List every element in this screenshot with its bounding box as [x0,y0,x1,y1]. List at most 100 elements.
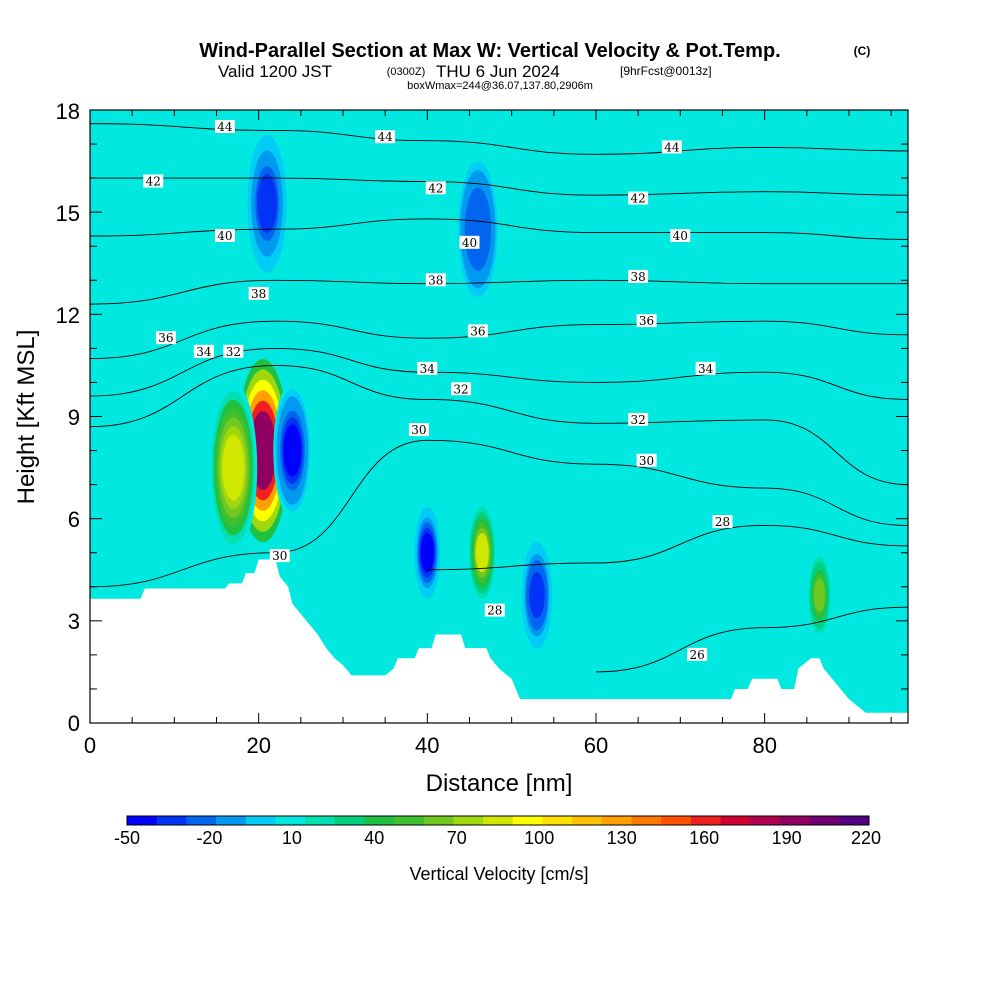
colorbar-swatch [394,816,425,825]
axis-ticks [89,109,908,724]
contour-label-38: 38 [428,273,443,287]
y-tick-18: 18 [56,99,80,124]
contour-label-36: 36 [470,324,485,338]
contour-label-box [408,423,429,437]
colorbar-swatch [156,816,187,825]
colorbar-swatch [423,816,454,825]
colorbar-tick-220: 220 [851,828,881,848]
contour-label-44: 44 [664,140,680,154]
y-tick-0: 0 [68,711,80,736]
colorbar-swatch [275,816,306,825]
colorbar-title: Vertical Velocity [cm/s] [409,864,588,884]
x-tick-80: 80 [752,733,776,758]
contour-labels: 44 44 44 42 42 42 40 40 40 38 38 38 36 36 36 34 34 34 32 32… [143,120,733,662]
theta-contour-40 [90,218,908,240]
valid-zulu: (0300Z) [387,66,426,78]
colorbar-swatch [690,816,722,825]
y-tick-6: 6 [68,507,80,532]
contour-label-28: 28 [487,604,502,618]
colorbar-swatch [245,816,276,825]
colorbar-swatch [661,816,692,825]
contour-label-30: 30 [272,549,287,563]
contour-label-36: 36 [158,331,173,345]
contour-label-box [661,140,682,154]
contour-label-42: 42 [146,175,161,189]
colorbar-frame [126,815,870,826]
contour-label-38: 38 [251,287,266,301]
velocity-cell [529,572,545,619]
contour-label-box [636,453,657,467]
valid-forecast: [9hrFcst@0013z] [620,64,712,78]
y-tick-15: 15 [56,201,80,226]
colorbar-swatch [572,816,603,825]
contour-label-30: 30 [639,454,654,468]
contour-label-42: 42 [428,181,443,195]
contour-label-40: 40 [673,229,688,243]
theta-contour-44 [90,123,908,155]
x-tick-20: 20 [246,733,270,758]
colorbar-swatch [779,816,811,825]
colorbar-swatch [453,816,484,825]
velocity-cell [420,533,434,573]
contour-label-32: 32 [631,413,646,427]
colorbar-swatch [631,816,662,825]
valid-prefix: Valid 1200 JST [218,62,332,81]
contour-label-box [670,229,691,243]
colorbar-swatch [542,816,573,825]
x-axis-title: Distance [nm] [426,770,573,797]
contour-label-44: 44 [378,130,394,144]
contour-label-box [695,361,716,375]
contour-label-38: 38 [631,270,646,284]
contour-label-42: 42 [631,192,646,206]
velocity-cell [283,424,302,477]
colorbar [127,816,870,825]
theta-contour-28 [427,525,908,571]
contour-label-box [193,344,214,358]
colorbar-tick-100: 100 [524,828,554,848]
x-tick-0: 0 [84,733,96,758]
contour-label-box [451,382,472,396]
theta-contour-32 [90,364,908,486]
box-wmax-info: boxWmax=244@36.07,137.80,2906m [407,80,593,92]
contour-label-box [155,331,176,345]
colorbar-tick-m50: -50 [114,828,140,848]
contour-label-34: 34 [420,362,436,376]
contour-label-36: 36 [639,314,654,328]
valid-line: Valid 1200 JST (0300Z) THU 6 Jun 2024 [9… [218,62,712,81]
contour-label-box [425,181,446,195]
colorbar-swatch [839,816,870,825]
contour-label-44: 44 [217,120,233,134]
contour-label-30: 30 [411,423,426,437]
colorbar-swatch [720,816,751,825]
plot-area: 44 44 44 42 42 42 40 40 40 38 38 38 36 36 36 34 34 34 32 32… [90,110,908,723]
colorbar-swatch [186,816,217,825]
theta-contour-38 [90,279,908,305]
velocity-fill [209,127,832,655]
colorbar-swatch [305,816,336,825]
contour-label-34: 34 [196,345,212,359]
valid-date: THU 6 Jun 2024 [436,62,560,81]
contour-label-box [636,314,657,328]
velocity-cell [813,578,826,612]
contour-label-box [375,130,396,144]
theta-contour-26 [595,606,908,673]
theta-contour-36 [90,320,908,360]
contour-label-box [628,412,649,426]
colorbar-tick-190: 190 [772,828,802,848]
colorbar-swatch [512,816,544,825]
theta-contour-30 [90,439,908,588]
y-tick-12: 12 [56,303,80,328]
colorbar-tick-10: 10 [282,828,302,848]
terrain [90,559,908,723]
contour-label-28: 28 [715,515,730,529]
y-tick-9: 9 [68,405,80,430]
contour-label-box [417,361,438,375]
colorbar-swatch [364,816,395,825]
colorbar-swatch [216,816,247,825]
colorbar-tick-70: 70 [447,828,467,848]
contour-label-box [687,647,708,661]
contour-label-box [248,286,269,300]
contour-label-box [214,120,235,134]
velocity-cell [257,174,278,234]
